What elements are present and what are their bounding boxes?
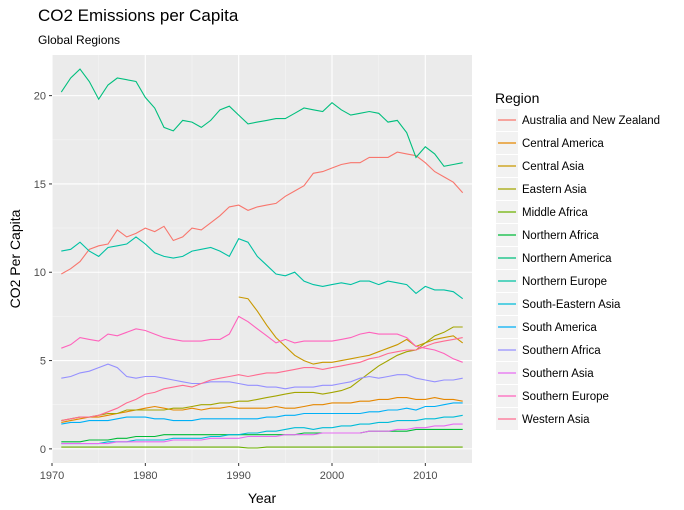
- x-tick-label: 1990: [226, 470, 250, 482]
- series-line: [61, 337, 463, 422]
- chart-subtitle: Global Regions: [38, 33, 121, 47]
- series-line: [61, 326, 463, 422]
- legend-label: Northern Europe: [522, 276, 607, 288]
- series-line: [60, 68, 463, 167]
- legend-label: Southern Asia: [522, 368, 594, 380]
- chart-title: CO2 Emissions per Capita: [38, 6, 239, 25]
- legend-label: Southern Europe: [522, 391, 609, 403]
- y-tick-label: 15: [34, 179, 46, 191]
- legend-label: South America: [522, 322, 597, 334]
- series-line: [61, 236, 464, 300]
- plot-panel: [52, 55, 472, 463]
- y-axis-label: CO2 Per Capita: [7, 209, 23, 308]
- legend-title: Region: [495, 90, 539, 106]
- y-tick-label: 5: [40, 356, 46, 368]
- series-line: [61, 151, 464, 275]
- x-tick-label: 1980: [133, 470, 157, 482]
- series-line: [61, 423, 463, 445]
- legend-label: Central America: [522, 138, 604, 150]
- series-line: [61, 397, 463, 423]
- y-tick-label: 20: [34, 91, 46, 103]
- x-axis-label: Year: [248, 490, 277, 506]
- legend-label: South-Eastern Asia: [522, 299, 621, 311]
- x-tick-label: 2010: [413, 470, 437, 482]
- series-line: [61, 363, 463, 390]
- legend-label: Northern Africa: [522, 230, 599, 242]
- legend-label: Southern Africa: [522, 345, 601, 357]
- legend-label: Northern America: [522, 253, 612, 265]
- legend-label: Western Asia: [522, 414, 590, 426]
- series-line: [61, 428, 463, 443]
- y-tick-label: 0: [40, 444, 46, 456]
- x-tick-label: 2000: [320, 470, 344, 482]
- x-tick-label: 1970: [40, 470, 64, 482]
- legend-label: Australia and New Zealand: [522, 115, 660, 127]
- series-line: [61, 446, 463, 449]
- legend-label: Middle Africa: [522, 207, 588, 219]
- legend-label: Central Asia: [522, 161, 585, 173]
- series-line: [61, 402, 463, 425]
- legend-label: Eastern Asia: [522, 184, 587, 196]
- series-line: [61, 315, 463, 363]
- y-tick-label: 10: [34, 267, 46, 279]
